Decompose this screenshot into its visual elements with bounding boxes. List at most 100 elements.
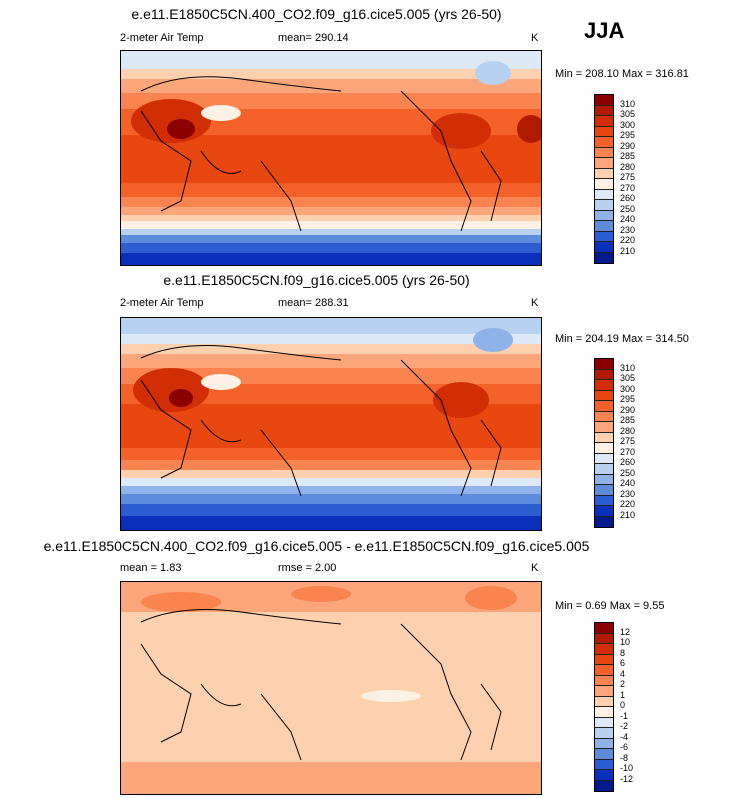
colorbar-tick-label: 260 [620,193,636,203]
colorbar-tick-label: 250 [620,203,636,214]
colorbar-tick-label: -8 [620,752,629,763]
colorbar-segment [595,780,613,791]
panel1-map [120,50,542,266]
colorbar-segment [595,380,613,391]
colorbar-tick-label: 310 [620,98,636,109]
colorbar-segment [595,168,613,179]
colorbar-segment [595,485,613,496]
panel1-colorbar [594,94,614,264]
panel2-minmax-label: Min = 204.19 Max = 314.50 [555,333,689,345]
colorbar-tick-label: -2 [620,721,629,731]
panel3-map [120,581,542,795]
colorbar-segment [595,644,613,655]
colorbar-segment [595,749,613,760]
colorbar-segment [595,210,613,221]
colorbar-tick-label: 280 [620,425,636,436]
colorbar-tick-label: 10 [620,637,631,647]
colorbar-segment [595,665,613,676]
colorbar-tick-label: -6 [620,742,629,752]
colorbar-segment [595,422,613,433]
panel2-variable-label: 2-meter Air Temp [120,297,204,309]
colorbar-segment [595,707,613,718]
colorbar-segment [595,359,613,370]
colorbar-tick-label: 240 [620,478,636,488]
colorbar-segment [595,147,613,158]
colorbar-segment [595,231,613,242]
panel2-units-label: K [531,297,539,309]
colorbar-tick-label: 250 [620,467,636,478]
colorbar-tick-label: 12 [620,626,631,637]
colorbar-segment [595,116,613,127]
colorbar-segment [595,401,613,412]
colorbar-tick-label: 290 [620,404,636,415]
colorbar-tick-label: 305 [620,109,636,119]
panel1-minmax-label: Min = 208.10 Max = 316.81 [555,68,689,80]
colorbar-segment [595,696,613,707]
colorbar-tick-label: 0 [620,700,626,710]
colorbar-tick-label: 2 [620,679,626,689]
panel2-map-field [121,318,541,530]
colorbar-tick-label: 270 [620,446,636,457]
colorbar-tick-label: 240 [620,214,636,224]
colorbar-segment [595,675,613,686]
colorbar-tick-label: 8 [620,647,626,658]
panel3-map-field [121,582,541,794]
colorbar-segment [595,179,613,190]
colorbar-tick-label: 300 [620,119,636,130]
colorbar-segment [595,221,613,232]
panel3-minmax-label: Min = 0.69 Max = 9.55 [555,600,665,612]
colorbar-tick-label: 220 [620,499,636,509]
colorbar-tick-label: 285 [620,151,636,161]
colorbar-tick-label: 220 [620,235,636,245]
colorbar-segment [595,95,613,106]
panel3-mean-label: mean = 1.83 [120,562,182,574]
colorbar-tick-label: 230 [620,488,636,499]
colorbar-segment [595,369,613,380]
panel1-title: e.e11.E1850C5CN.400_CO2.f09_g16.cice5.00… [131,6,502,22]
colorbar-segment [595,516,613,527]
panel1-variable-label: 2-meter Air Temp [120,32,204,44]
colorbar-tick-label: 6 [620,658,626,668]
colorbar-tick-label: 300 [620,383,636,394]
colorbar-segment [595,126,613,137]
colorbar-tick-label: 290 [620,140,636,151]
colorbar-segment [595,200,613,211]
panel1-units-label: K [531,32,539,44]
colorbar-tick-label: 270 [620,182,636,193]
colorbar-segment [595,686,613,697]
panel2-colorbar [594,358,614,528]
panel1-mean-label: mean= 290.14 [278,32,349,44]
colorbar-segment [595,506,613,517]
colorbar-segment [595,411,613,422]
colorbar-segment [595,623,613,634]
colorbar-segment [595,105,613,116]
colorbar-segment [595,158,613,169]
colorbar-segment [595,242,613,253]
colorbar-segment [595,633,613,644]
colorbar-segment [595,495,613,506]
colorbar-segment [595,738,613,749]
colorbar-segment [595,770,613,781]
colorbar-tick-label: 310 [620,362,636,373]
colorbar-tick-label: 275 [620,436,636,446]
colorbar-tick-label: 280 [620,161,636,172]
panel3-rmse-label: rmse = 2.00 [278,562,337,574]
colorbar-segment [595,654,613,665]
colorbar-tick-label: 295 [620,394,636,404]
colorbar-segment [595,137,613,148]
panel3-units-label: K [531,562,539,574]
colorbar-segment [595,189,613,200]
colorbar-tick-label: -4 [620,731,629,742]
colorbar-segment [595,390,613,401]
season-label: JJA [584,18,625,43]
colorbar-tick-label: 275 [620,172,636,182]
colorbar-segment [595,453,613,464]
colorbar-segment [595,474,613,485]
panel3-colorbar [594,622,614,792]
colorbar-segment [595,464,613,475]
colorbar-tick-label: -12 [620,773,634,784]
colorbar-tick-label: 230 [620,224,636,235]
colorbar-segment [595,759,613,770]
panel2-map [120,317,542,531]
colorbar-segment [595,717,613,728]
